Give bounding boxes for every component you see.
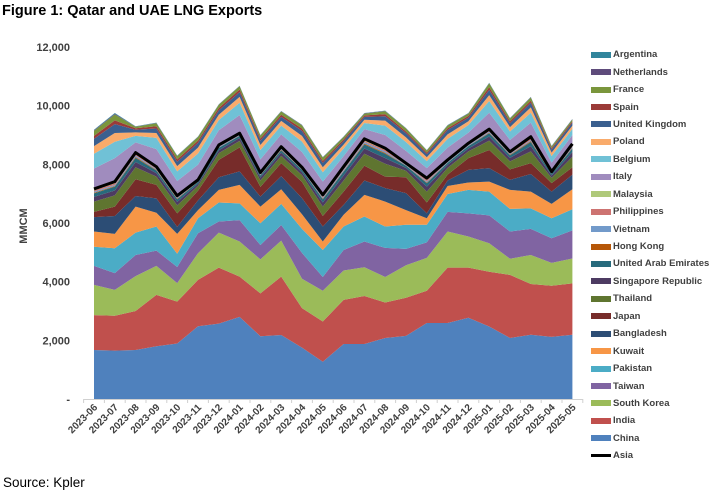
legend-item: Thailand: [591, 290, 709, 307]
legend-label: Philippines: [613, 206, 664, 218]
legend-label: Malaysia: [613, 188, 653, 200]
area-china: [94, 316, 573, 399]
area-india: [94, 267, 573, 362]
legend-swatch: [591, 121, 611, 128]
area-poland: [94, 95, 573, 173]
legend-label: Asia: [613, 450, 634, 462]
legend-label: United Kingdom: [613, 118, 687, 130]
legend-label: United Arab Emirates: [613, 258, 710, 270]
legend-item: Belgium: [591, 151, 709, 168]
source-note: Source: Kpler: [3, 475, 85, 490]
y-tick-label: 2,000: [42, 335, 70, 347]
legend-label: France: [613, 84, 645, 96]
legend-item: Poland: [591, 133, 709, 150]
legend-swatch: [591, 69, 611, 76]
area-belgium: [94, 100, 573, 182]
area-united-arab-emirates: [94, 133, 573, 203]
line-asia: [93, 127, 574, 198]
legend-label: Argentina: [613, 49, 658, 61]
legend-item: Pakistan: [591, 360, 709, 377]
legend-label: Hong Kong: [613, 241, 665, 253]
legend-swatch: [591, 435, 611, 442]
legend-swatch: [591, 191, 611, 198]
legend-item: Italy: [591, 168, 709, 185]
area-bangladesh: [94, 168, 573, 242]
legend-swatch: [591, 260, 611, 267]
y-tick-label: 10,000: [36, 101, 70, 113]
area-singapore-republic: [94, 136, 573, 207]
legend-label: Singapore Republic: [613, 275, 703, 287]
legend-label: Belgium: [613, 153, 651, 165]
legend-label: Spain: [613, 101, 639, 113]
legend-item: South Korea: [591, 395, 709, 412]
y-tick-label: 8,000: [42, 159, 70, 171]
legend-label: Japan: [613, 310, 641, 322]
area-thailand: [94, 140, 573, 216]
legend-swatch: [591, 348, 611, 355]
legend-item: Malaysia: [591, 186, 709, 203]
legend-item: Vietnam: [591, 220, 709, 237]
y-tick-label: 4,000: [42, 277, 70, 289]
area-kuwait: [94, 181, 573, 254]
legend-label: Thailand: [613, 293, 653, 305]
legend-item: China: [591, 430, 709, 447]
legend-swatch: [591, 295, 611, 302]
y-tick-label: 6,000: [42, 218, 70, 230]
legend-item: Singapore Republic: [591, 273, 709, 290]
legend-swatch: [591, 173, 611, 180]
legend-swatch: [591, 454, 611, 458]
area-pakistan: [94, 189, 573, 277]
legend-item: India: [591, 412, 709, 429]
legend-swatch: [591, 104, 611, 111]
legend-swatch: [591, 226, 611, 233]
legend-label: China: [613, 432, 640, 444]
area-south-korea: [94, 231, 573, 322]
legend-swatch: [591, 330, 611, 337]
legend-item: Spain: [591, 98, 709, 115]
legend-label: Vietnam: [613, 223, 650, 235]
y-tick-label: 12,000: [36, 42, 70, 54]
y-tick-label: -: [66, 394, 70, 406]
legend-swatch: [591, 51, 611, 58]
legend-item: Philippines: [591, 203, 709, 220]
area-taiwan: [94, 211, 573, 291]
legend-item: Taiwan: [591, 377, 709, 394]
legend-swatch: [591, 365, 611, 372]
legend-item: United Kingdom: [591, 116, 709, 133]
legend-item: Netherlands: [591, 63, 709, 80]
legend-item: Japan: [591, 308, 709, 325]
legend-item: Asia: [591, 447, 709, 464]
legend-item: Bangladesh: [591, 325, 709, 342]
legend-label: Taiwan: [613, 380, 645, 392]
legend-swatch: [591, 86, 611, 93]
legend-swatch: [591, 156, 611, 163]
y-axis-label: MMCM: [18, 208, 30, 243]
legend-label: South Korea: [613, 397, 670, 409]
legend-label: Pakistan: [613, 363, 653, 375]
legend-swatch: [591, 243, 611, 250]
area-layer: [93, 82, 574, 399]
legend-swatch: [591, 400, 611, 407]
legend-label: Poland: [613, 136, 645, 148]
figure-title: Figure 1: Qatar and UAE LNG Exports: [2, 3, 263, 19]
legend-item: Kuwait: [591, 342, 709, 359]
legend-swatch: [591, 417, 611, 424]
legend-swatch: [591, 278, 611, 285]
legend-swatch: [591, 138, 611, 145]
legend-label: India: [613, 415, 636, 427]
legend-label: Italy: [613, 171, 633, 183]
legend-swatch: [591, 208, 611, 215]
legend-swatch: [591, 383, 611, 390]
legend-item: Hong Kong: [591, 238, 709, 255]
legend-label: Bangladesh: [613, 328, 667, 340]
legend-item: Argentina: [591, 46, 709, 63]
legend-label: Kuwait: [613, 345, 645, 357]
area-japan: [94, 147, 573, 227]
legend-item: France: [591, 81, 709, 98]
legend: Argentina Netherlands France Spain United Ki…: [591, 46, 709, 465]
legend-swatch: [591, 313, 611, 320]
legend-label: Netherlands: [613, 66, 668, 78]
legend-item: United Arab Emirates: [591, 255, 709, 272]
